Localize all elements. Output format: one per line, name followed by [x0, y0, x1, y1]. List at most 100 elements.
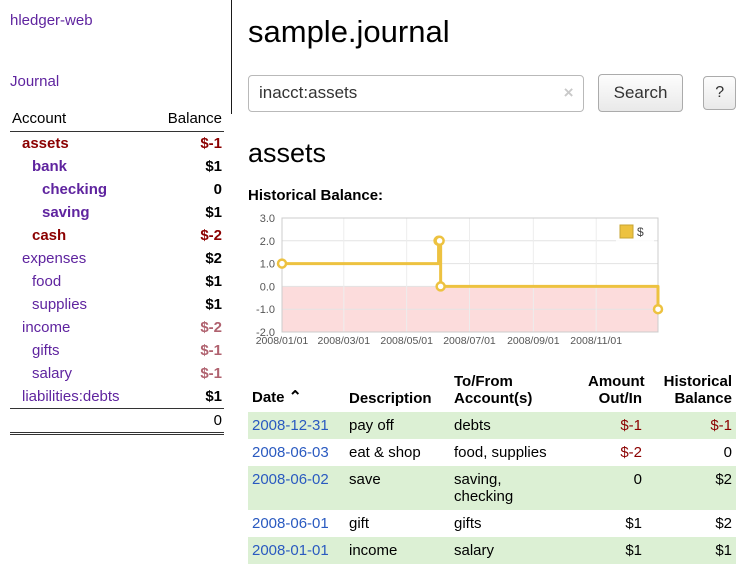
- balance-cell: $2: [715, 515, 732, 532]
- transaction-date-link[interactable]: 2008-06-03: [252, 444, 329, 461]
- register-header-balance: Historical Balance: [663, 373, 732, 407]
- search-row: × Search ?: [248, 74, 736, 112]
- account-link[interactable]: income: [22, 319, 71, 336]
- account-row: saving $1: [10, 201, 224, 224]
- register-row: 2008-06-02 save saving, checking 0 $2: [248, 466, 736, 510]
- account-name-cell: saving: [10, 201, 151, 224]
- accounts-header-row: Account Balance: [10, 106, 224, 132]
- register-row: 2008-06-01 gift gifts $1 $2: [248, 510, 736, 537]
- chart-title: Historical Balance:: [248, 187, 384, 204]
- sort-ascending-icon: ⌃: [288, 389, 302, 406]
- account-balance: $-1: [200, 135, 222, 152]
- register-header-amount: Amount Out/In: [588, 373, 645, 407]
- account-link[interactable]: cash: [32, 227, 67, 244]
- account-row: income $-2: [10, 316, 224, 339]
- account-name-cell: income: [10, 316, 151, 339]
- register-header-row: Date ⌃ Description To/From Account(s) Amou…: [248, 371, 736, 412]
- account-link[interactable]: expenses: [22, 250, 87, 267]
- svg-text:2008/03/01: 2008/03/01: [318, 335, 371, 347]
- amount-cell: $1: [625, 542, 642, 559]
- account-link[interactable]: salary: [32, 365, 73, 382]
- svg-text:2008/11/01: 2008/11/01: [570, 335, 622, 347]
- main-content: sample.journal × Search ? assets Histori…: [248, 0, 736, 564]
- register-row: 2008-06-03 eat & shop food, supplies $-2 0: [248, 439, 736, 466]
- balance-cell: $2: [715, 471, 732, 488]
- account-row: gifts $-1: [10, 339, 224, 362]
- register-header-date[interactable]: Date ⌃: [248, 371, 345, 412]
- date-cell: 2008-06-02: [248, 466, 345, 510]
- date-cell: 2008-12-31: [248, 412, 345, 439]
- accounts-cell: salary: [454, 542, 495, 559]
- account-row: salary $-1: [10, 362, 224, 385]
- account-balance: 0: [213, 181, 222, 198]
- accounts-cell: gifts: [454, 515, 482, 532]
- description-cell: eat & shop: [349, 444, 421, 461]
- account-balance: $-2: [200, 227, 222, 244]
- account-balance: $1: [205, 388, 222, 405]
- account-balance: $1: [205, 158, 222, 175]
- register-header-description: Description: [349, 390, 432, 407]
- accounts-header-account: Account: [10, 106, 151, 132]
- journal-link[interactable]: Journal: [10, 73, 60, 90]
- app-title[interactable]: hledger-web: [10, 12, 93, 29]
- balance-cell: $1: [715, 542, 732, 559]
- search-input[interactable]: [248, 74, 584, 112]
- transaction-date-link[interactable]: 2008-01-01: [252, 542, 329, 559]
- page-title: sample.journal: [248, 14, 450, 49]
- account-link[interactable]: food: [32, 273, 62, 290]
- account-row: checking 0: [10, 178, 224, 201]
- date-cell: 2008-06-01: [248, 510, 345, 537]
- account-name-cell: food: [10, 270, 151, 293]
- accounts-total-row: 0: [10, 408, 224, 435]
- balance-cell: $-1: [710, 417, 732, 434]
- account-link[interactable]: checking: [42, 181, 108, 198]
- account-link[interactable]: supplies: [32, 296, 88, 313]
- search-button[interactable]: Search: [597, 74, 684, 112]
- svg-text:$: $: [637, 225, 644, 239]
- svg-text:3.0: 3.0: [260, 213, 275, 225]
- amount-cell: $-1: [620, 417, 642, 434]
- account-link[interactable]: saving: [42, 204, 90, 221]
- register-row: 2008-12-31 pay off debts $-1 $-1: [248, 412, 736, 439]
- historical-balance-chart: 3.0 2.0 1.0 0.0 -1.0 -2.0 2008/01/01 2008/03/01…: [248, 210, 736, 355]
- balance-cell: 0: [723, 444, 732, 461]
- account-name-cell: liabilities:debts: [10, 385, 151, 409]
- transaction-date-link[interactable]: 2008-12-31: [252, 417, 329, 434]
- account-heading: assets: [248, 138, 327, 168]
- transaction-date-link[interactable]: 2008-06-02: [252, 471, 329, 488]
- register-row: 2008-01-01 income salary $1 $1: [248, 537, 736, 564]
- account-name-cell: checking: [10, 178, 151, 201]
- account-balance: $-2: [200, 319, 222, 336]
- clear-search-icon[interactable]: ×: [563, 82, 574, 102]
- description-cell: gift: [349, 515, 370, 532]
- account-link[interactable]: assets: [22, 135, 69, 152]
- account-row: bank $1: [10, 155, 224, 178]
- account-link[interactable]: bank: [32, 158, 68, 175]
- account-name-cell: expenses: [10, 247, 151, 270]
- svg-text:2008/05/01: 2008/05/01: [380, 335, 433, 347]
- account-name-cell: supplies: [10, 293, 151, 316]
- accounts-header-balance: Balance: [150, 106, 224, 132]
- description-cell: save: [349, 471, 381, 488]
- account-balance: $-1: [200, 342, 222, 359]
- accounts-cell: food, supplies: [454, 444, 547, 461]
- account-row: assets $-1: [10, 132, 224, 156]
- register-header-accounts: To/From Account(s): [454, 373, 533, 407]
- register-header-date-label: Date: [252, 389, 285, 406]
- svg-text:-1.0: -1.0: [256, 304, 275, 316]
- transaction-date-link[interactable]: 2008-06-01: [252, 515, 329, 532]
- help-button[interactable]: ?: [703, 76, 736, 110]
- svg-text:2008/01/01: 2008/01/01: [256, 335, 309, 347]
- account-balance: $-1: [200, 365, 222, 382]
- description-cell: income: [349, 542, 398, 559]
- account-link[interactable]: liabilities:debts: [22, 388, 120, 405]
- account-row: cash $-2: [10, 224, 224, 247]
- account-balance: $1: [205, 273, 222, 290]
- account-name-cell: gifts: [10, 339, 151, 362]
- account-link[interactable]: gifts: [32, 342, 60, 359]
- svg-text:2008/09/01: 2008/09/01: [507, 335, 560, 347]
- amount-cell: 0: [633, 471, 642, 488]
- account-balance: $2: [205, 250, 222, 267]
- sidebar: hledger-web Journal Account Balance asse…: [0, 0, 232, 435]
- search-box: ×: [248, 74, 584, 112]
